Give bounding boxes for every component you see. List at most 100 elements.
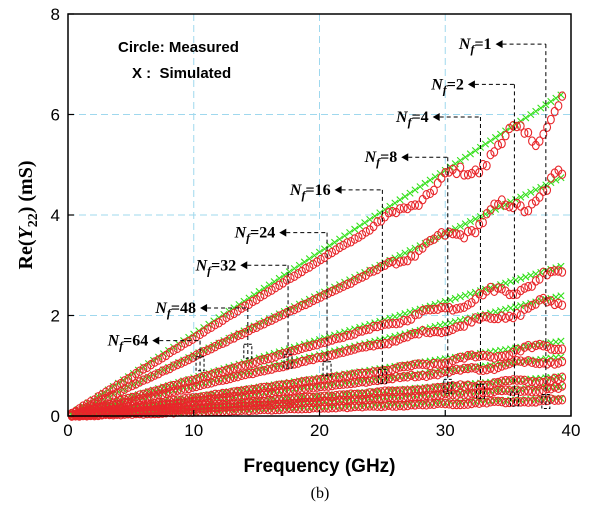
measured-point [475, 314, 484, 324]
measured-point [263, 364, 272, 375]
measured-point [173, 343, 182, 354]
measured-point [362, 227, 370, 237]
measured-point [437, 327, 446, 338]
measured-point [373, 321, 382, 332]
measured-point [335, 395, 344, 406]
measured-point [546, 383, 555, 394]
measured-point [294, 378, 303, 388]
measured-point [309, 295, 318, 306]
measured-point [282, 360, 291, 371]
measured-point [471, 165, 480, 175]
measured-point [505, 201, 514, 212]
annotation-label: Nf=1 [458, 36, 492, 56]
measured-point [328, 350, 337, 360]
measured-point [418, 194, 427, 205]
measured-point [467, 382, 476, 392]
measured-point [282, 275, 291, 285]
measured-point [218, 375, 227, 385]
measured-point [135, 366, 144, 376]
simulated-point [481, 140, 490, 148]
measured-point [512, 385, 521, 395]
measured-point [297, 397, 306, 408]
measured-point [305, 403, 314, 414]
measured-point [426, 384, 435, 395]
measured-point [429, 369, 438, 379]
measured-point [554, 298, 563, 309]
measured-point [282, 348, 291, 358]
measured-point [301, 299, 310, 310]
measured-point [373, 387, 382, 397]
measured-point [396, 334, 404, 344]
measured-point [463, 380, 472, 390]
measured-point [275, 311, 284, 321]
measured-point [377, 261, 386, 272]
annotation-symbol: N [234, 225, 248, 242]
measured-point [252, 357, 261, 367]
measured-point [282, 404, 291, 414]
measured-point [369, 375, 378, 386]
measured-point [546, 266, 555, 277]
measured-point [399, 386, 408, 396]
measured-point [524, 303, 533, 313]
measured-point [463, 226, 472, 237]
measured-point [275, 362, 284, 373]
measured-point [199, 347, 208, 357]
measured-point [362, 401, 370, 411]
measured-point [411, 385, 420, 395]
measured-point [448, 389, 457, 400]
measured-series-nf16 [67, 339, 567, 421]
measured-point [324, 249, 333, 260]
measured-point [297, 300, 306, 311]
annotation-value: =16 [305, 182, 330, 199]
measured-point [339, 395, 348, 406]
measured-point [388, 401, 397, 411]
measured-point [230, 333, 238, 343]
measured-point [460, 353, 469, 363]
measured-point [524, 340, 533, 351]
measured-point [369, 321, 378, 332]
measured-point [528, 300, 536, 311]
measured-point [184, 336, 193, 347]
measured-point [173, 359, 182, 370]
measured-point [441, 326, 450, 337]
measured-point [512, 375, 521, 385]
measured-point [437, 368, 446, 378]
measured-point [535, 386, 544, 397]
measured-point [241, 405, 250, 415]
measured-point [343, 379, 352, 389]
simulated-point [260, 284, 268, 292]
measured-point [543, 395, 552, 406]
measured-point [486, 387, 495, 398]
measured-point [497, 351, 506, 362]
measured-point [294, 404, 303, 414]
measured-point [554, 344, 563, 355]
measured-point [116, 409, 125, 420]
measured-point [429, 358, 438, 369]
annotation-bracket [377, 368, 387, 384]
measured-point [550, 344, 559, 355]
measured-point [403, 400, 412, 411]
simulated-point [416, 183, 424, 191]
measured-point [445, 367, 453, 377]
measured-point [297, 403, 306, 414]
measured-point [362, 324, 370, 335]
measured-point [233, 330, 242, 341]
measured-point [392, 336, 401, 346]
measured-point [101, 409, 110, 420]
measured-point [290, 403, 299, 414]
measured-point [524, 355, 533, 366]
measured-point [343, 395, 352, 406]
measured-point [222, 336, 231, 347]
measured-point [165, 347, 174, 358]
measured-point [501, 375, 510, 386]
measured-point [418, 305, 427, 316]
measured-point [309, 402, 318, 413]
measured-point [456, 352, 465, 363]
measured-point [486, 397, 495, 407]
annotation-bracket [322, 361, 332, 377]
measured-point [494, 396, 503, 407]
measured-point [192, 374, 201, 385]
measured-point [501, 351, 510, 361]
measured-point [516, 386, 525, 396]
measured-point [297, 356, 306, 367]
